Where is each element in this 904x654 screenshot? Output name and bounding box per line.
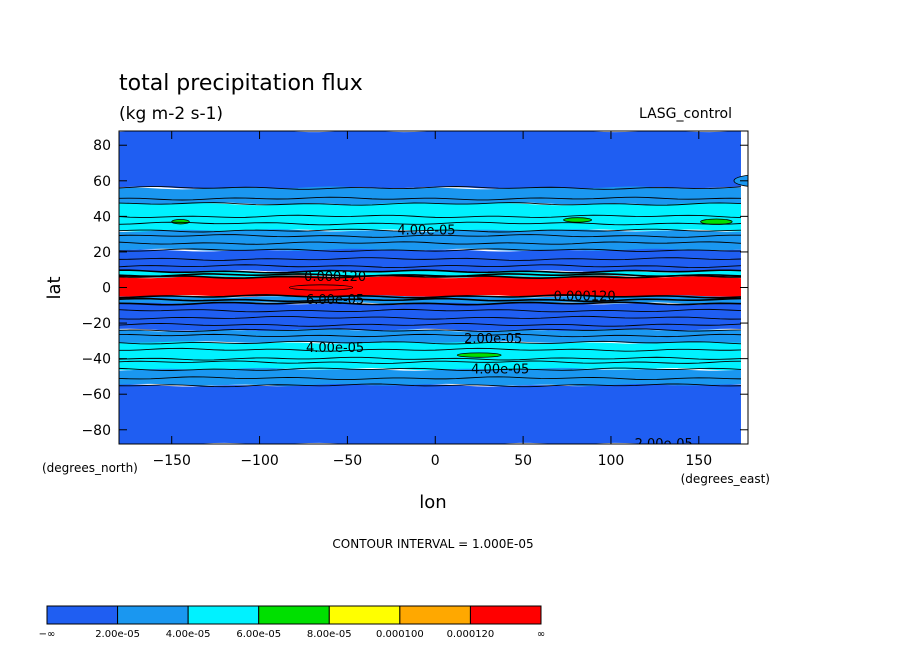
colorbar-swatch bbox=[258, 605, 330, 625]
filled-patch bbox=[171, 219, 190, 225]
contour-line bbox=[119, 315, 741, 320]
contour-line bbox=[119, 328, 741, 332]
y-tick-label: −60 bbox=[81, 387, 111, 403]
filled-band bbox=[119, 186, 741, 206]
contour-label: 0.000120 bbox=[304, 270, 366, 285]
y-tick-label: 0 bbox=[102, 281, 111, 297]
contour-line bbox=[119, 241, 741, 245]
filled-band bbox=[119, 229, 741, 252]
x-tick-label: −50 bbox=[333, 453, 363, 469]
colorbar-label: 6.00e-05 bbox=[236, 629, 281, 640]
colorbar-label: ∞ bbox=[537, 629, 545, 640]
contour-label: 4.00e-05 bbox=[471, 362, 529, 377]
contour-line bbox=[119, 257, 741, 261]
colorbar-swatch bbox=[399, 605, 471, 625]
colorbar-label: 0.000120 bbox=[447, 629, 495, 640]
y-axis-label: lat bbox=[44, 276, 65, 299]
filled-band bbox=[119, 131, 741, 190]
colorbar-swatch bbox=[187, 605, 260, 625]
colorbar-label: 2.00e-05 bbox=[95, 629, 140, 640]
contour-line bbox=[119, 269, 741, 274]
filled-patch bbox=[700, 218, 733, 225]
contour-line bbox=[119, 383, 741, 388]
y-tick-label: −40 bbox=[81, 352, 111, 368]
colorbar-label: 4.00e-05 bbox=[166, 629, 211, 640]
colorbar-swatch bbox=[46, 605, 119, 625]
x-tick-label: −100 bbox=[240, 453, 278, 469]
contour-label: 4.00e-05 bbox=[397, 224, 455, 239]
contour-line bbox=[119, 360, 741, 364]
filled-band bbox=[119, 328, 741, 344]
chart-subtitle: (kg m-2 s-1) bbox=[119, 104, 223, 124]
contour-label: 2.00e-05 bbox=[635, 437, 693, 452]
x-tick-label: −150 bbox=[152, 453, 190, 469]
contour-line bbox=[119, 274, 741, 279]
contour-line bbox=[119, 333, 741, 338]
x-tick-label: 50 bbox=[514, 453, 532, 469]
contour-line bbox=[119, 214, 741, 218]
chart-title: total precipitation flux bbox=[119, 71, 363, 96]
colorbar-label: 0.000100 bbox=[376, 629, 424, 640]
colorbar-swatch bbox=[328, 605, 401, 625]
contour-label: 4.00e-05 bbox=[306, 341, 364, 356]
x-tick-label: 0 bbox=[431, 453, 440, 469]
colorbar-swatch bbox=[117, 605, 189, 625]
contour-line bbox=[119, 356, 741, 361]
colorbar-label: 8.00e-05 bbox=[307, 629, 352, 640]
contour-line bbox=[119, 273, 742, 278]
contour-line bbox=[119, 294, 742, 299]
contour-line bbox=[119, 186, 741, 190]
filled-band bbox=[119, 384, 741, 444]
dataset-label: LASG_control bbox=[639, 106, 732, 122]
contour-line bbox=[119, 196, 741, 201]
contour-line bbox=[119, 322, 741, 327]
filled-patch bbox=[563, 217, 593, 223]
contour-interval-text: CONTOUR INTERVAL = 1.000E-05 bbox=[332, 537, 533, 551]
filled-band bbox=[119, 295, 741, 305]
x-tick-label: 100 bbox=[598, 453, 625, 469]
filled-patch bbox=[289, 284, 354, 291]
y-tick-label: −20 bbox=[81, 316, 111, 332]
contour-line bbox=[119, 264, 741, 269]
contour-label: 6.00e-05 bbox=[306, 293, 364, 308]
contour-line bbox=[119, 376, 741, 381]
colorbar: −∞ 2.00e-05 4.00e-05 6.00e-05 8.00e-05 0.0001… bbox=[39, 605, 545, 640]
contour-line bbox=[119, 347, 741, 352]
contour-label: 0.000120 bbox=[554, 289, 616, 304]
filled-patch bbox=[456, 352, 502, 358]
contour-line bbox=[119, 248, 741, 252]
x-tick-label: 150 bbox=[685, 453, 712, 469]
contour-line bbox=[119, 202, 741, 206]
contour-line bbox=[119, 234, 741, 238]
contour-line bbox=[119, 308, 741, 313]
x-units-label: (degrees_east) bbox=[681, 472, 770, 486]
contour-line bbox=[119, 221, 741, 226]
y-tick-label: 80 bbox=[93, 138, 111, 154]
y-tick-label: 60 bbox=[93, 174, 111, 190]
y-tick-label: 20 bbox=[93, 245, 111, 261]
contour-line bbox=[119, 301, 741, 306]
y-tick-label: 40 bbox=[93, 209, 111, 225]
y-units-label: (degrees_north) bbox=[42, 461, 138, 475]
colorbar-label: −∞ bbox=[39, 629, 56, 640]
x-axis-label: lon bbox=[419, 492, 446, 513]
contour-line bbox=[119, 297, 741, 303]
axes: −150 −100 −50 0 50 100 150 80 60 40 20 0 −20 −40 −60 −8… bbox=[81, 131, 748, 469]
contour-label: 2.00e-05 bbox=[464, 332, 522, 347]
filled-band bbox=[119, 367, 741, 387]
colorbar-swatch bbox=[469, 605, 542, 625]
contour-line bbox=[119, 367, 741, 371]
y-tick-label: −80 bbox=[81, 423, 111, 439]
contour-line bbox=[119, 228, 741, 233]
filled-band bbox=[119, 275, 741, 298]
plot-area: 4.00e-05 4.00e-05 2.00e-05 4.00e-05 0.000120… bbox=[119, 131, 748, 452]
filled-band bbox=[119, 302, 741, 332]
filled-band bbox=[119, 341, 741, 371]
contour-line bbox=[119, 340, 741, 345]
